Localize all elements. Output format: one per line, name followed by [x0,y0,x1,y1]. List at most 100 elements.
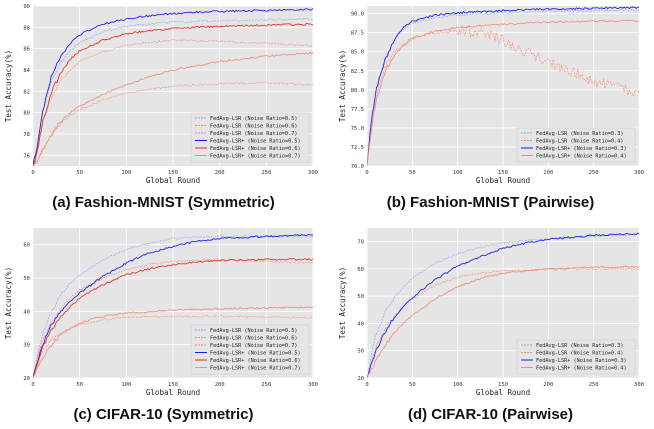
chart-panel-d: 0 50 100 150 200 250 300 20 30 40 50 60 70 Global Rou… [327,222,654,402]
y-tick-label: 86 [23,47,30,53]
x-tick-label: 0 [31,382,34,388]
legend-label: FedAvg-LSR (Noise Ratio=0.3) [536,131,623,137]
y-tick-label: 70.0 [351,164,364,170]
chart-panel-a: 0 50 100 150 200 250 300 76 78 80 82 84 86 88 90 Global… [0,0,327,190]
x-axis-label: Global Round [476,388,530,397]
series-line [33,81,313,165]
x-axis-label: Global Round [476,176,530,185]
series-line [33,22,313,166]
y-tick-label: 50 [357,294,364,300]
y-tick-label: 85.0 [351,50,364,56]
y-tick-label: 80 [23,111,30,117]
y-tick-label: 72.5 [351,145,364,151]
x-tick-label: 300 [634,382,644,388]
legend-label: FedAvg-LSR+ (Noise Ratio=0.4) [536,154,627,160]
y-tick-label: 80.0 [351,88,364,94]
x-tick-label: 150 [168,170,178,176]
legend-label: FedAvg-LSR+ (Noise Ratio=0.4) [536,366,627,372]
y-axis-label: Test Accuracy(%) [338,267,347,339]
series-line [33,306,313,378]
y-axis-label: Test Accuracy(%) [4,267,13,339]
x-tick-label: 50 [409,170,416,176]
series-line [367,265,639,378]
x-tick-label: 250 [261,382,271,388]
x-tick-label: 100 [121,170,131,176]
y-axis-label: Test Accuracy(%) [338,50,347,122]
chart-a-svg: 0 50 100 150 200 250 300 76 78 80 82 84 86 88 90 Global… [4,4,318,185]
y-tick-label: 20 [23,376,30,382]
legend-label: FedAvg-LSR (Noise Ratio=0.7) [210,131,297,137]
x-tick-label: 200 [215,382,225,388]
y-tick-label: 78 [23,132,30,138]
chart-panel-c: 0 50 100 150 200 250 300 20 30 40 50 60 Global Round… [0,222,327,402]
y-tick-label: 82 [23,89,30,95]
y-tick-label: 84 [23,68,30,74]
series-line [33,17,313,166]
y-tick-label: 90 [23,4,30,10]
series-line [33,38,313,165]
chart-a-caption: (a) Fashion-MNIST (Symmetric) [52,194,275,211]
chart-b-caption: (b) Fashion-MNIST (Pairwise) [386,194,595,211]
y-tick-label: 30 [23,343,30,349]
series-line [367,19,639,166]
legend-label: FedAvg-LSR+ (Noise Ratio=0.7) [210,154,301,160]
legend-label: FedAvg-LSR+ (Noise Ratio=0.6) [210,146,301,152]
chart-d-caption: (d) CIFAR-10 (Pairwise) [407,406,574,423]
x-tick-label: 200 [215,170,225,176]
x-tick-label: 0 [365,170,368,176]
y-tick-label: 82.5 [351,69,364,75]
legend-label: FedAvg-LSR (Noise Ratio=0.5) [210,116,297,122]
series-line [33,235,313,378]
y-tick-label: 40 [357,321,364,327]
legend-label: FedAvg-LSR (Noise Ratio=0.4) [536,139,623,145]
x-tick-label: 300 [634,170,644,176]
series-line [33,8,313,165]
series-line [33,51,313,166]
x-tick-label: 300 [308,170,318,176]
legend-box [190,112,310,163]
legend-label: FedAvg-LSR (Noise Ratio=0.4) [536,351,623,357]
x-axis-label: Global Round [146,176,200,185]
legend-label: FedAvg-LSR (Noise Ratio=0.3) [536,343,623,349]
x-tick-label: 50 [76,170,83,176]
y-tick-label: 60 [23,243,30,249]
x-tick-label: 0 [31,170,34,176]
series-line [367,233,639,378]
x-tick-label: 250 [589,170,599,176]
x-tick-label: 300 [308,382,318,388]
series-line [367,232,639,378]
y-tick-label: 75.0 [351,126,364,132]
legend-label: FedAvg-LSR+ (Noise Ratio=0.5) [210,139,301,145]
y-tick-label: 40 [23,309,30,315]
y-tick-label: 70 [357,240,364,246]
legend-label: FedAvg-LSR (Noise Ratio=0.6) [210,124,297,130]
y-tick-label: 88 [23,25,30,31]
chart-d-svg: 0 50 100 150 200 250 300 20 30 40 50 60 70 Global Rou… [338,228,644,397]
x-tick-label: 150 [498,170,508,176]
x-tick-label: 100 [121,382,131,388]
legend-label: FedAvg-LSR (Noise Ratio=0.7) [210,343,297,349]
chart-b-svg: 0 50 100 150 200 250 300 70.0 72.5 75.0 77.5 80.0 82… [338,6,644,185]
x-tick-label: 200 [543,382,553,388]
series-line [33,233,313,378]
x-tick-label: 250 [589,382,599,388]
y-tick-label: 77.5 [351,107,364,113]
series-line [367,6,639,166]
legend-label: FedAvg-LSR+ (Noise Ratio=0.7) [210,366,301,372]
x-tick-label: 200 [543,170,553,176]
series-line [367,8,639,166]
chart-panel-b: 0 50 100 150 200 250 300 70.0 72.5 75.0 77.5 80.0 82… [327,0,654,190]
legend-label: FedAvg-LSR+ (Noise Ratio=0.5) [210,351,301,357]
chart-c-caption: (c) CIFAR-10 (Symmetric) [73,406,254,423]
x-tick-label: 150 [168,382,178,388]
y-tick-label: 87.5 [351,31,364,37]
legend-label: FedAvg-LSR+ (Noise Ratio=0.6) [210,358,301,364]
y-tick-label: 30 [357,349,364,355]
legend-label: FedAvg-LSR+ (Noise Ratio=0.3) [536,146,627,152]
x-tick-label: 100 [453,382,463,388]
y-tick-label: 76 [23,153,30,159]
y-tick-label: 90.0 [351,12,364,18]
x-tick-label: 0 [365,382,368,388]
series-line [33,258,313,377]
series-line [33,315,313,378]
